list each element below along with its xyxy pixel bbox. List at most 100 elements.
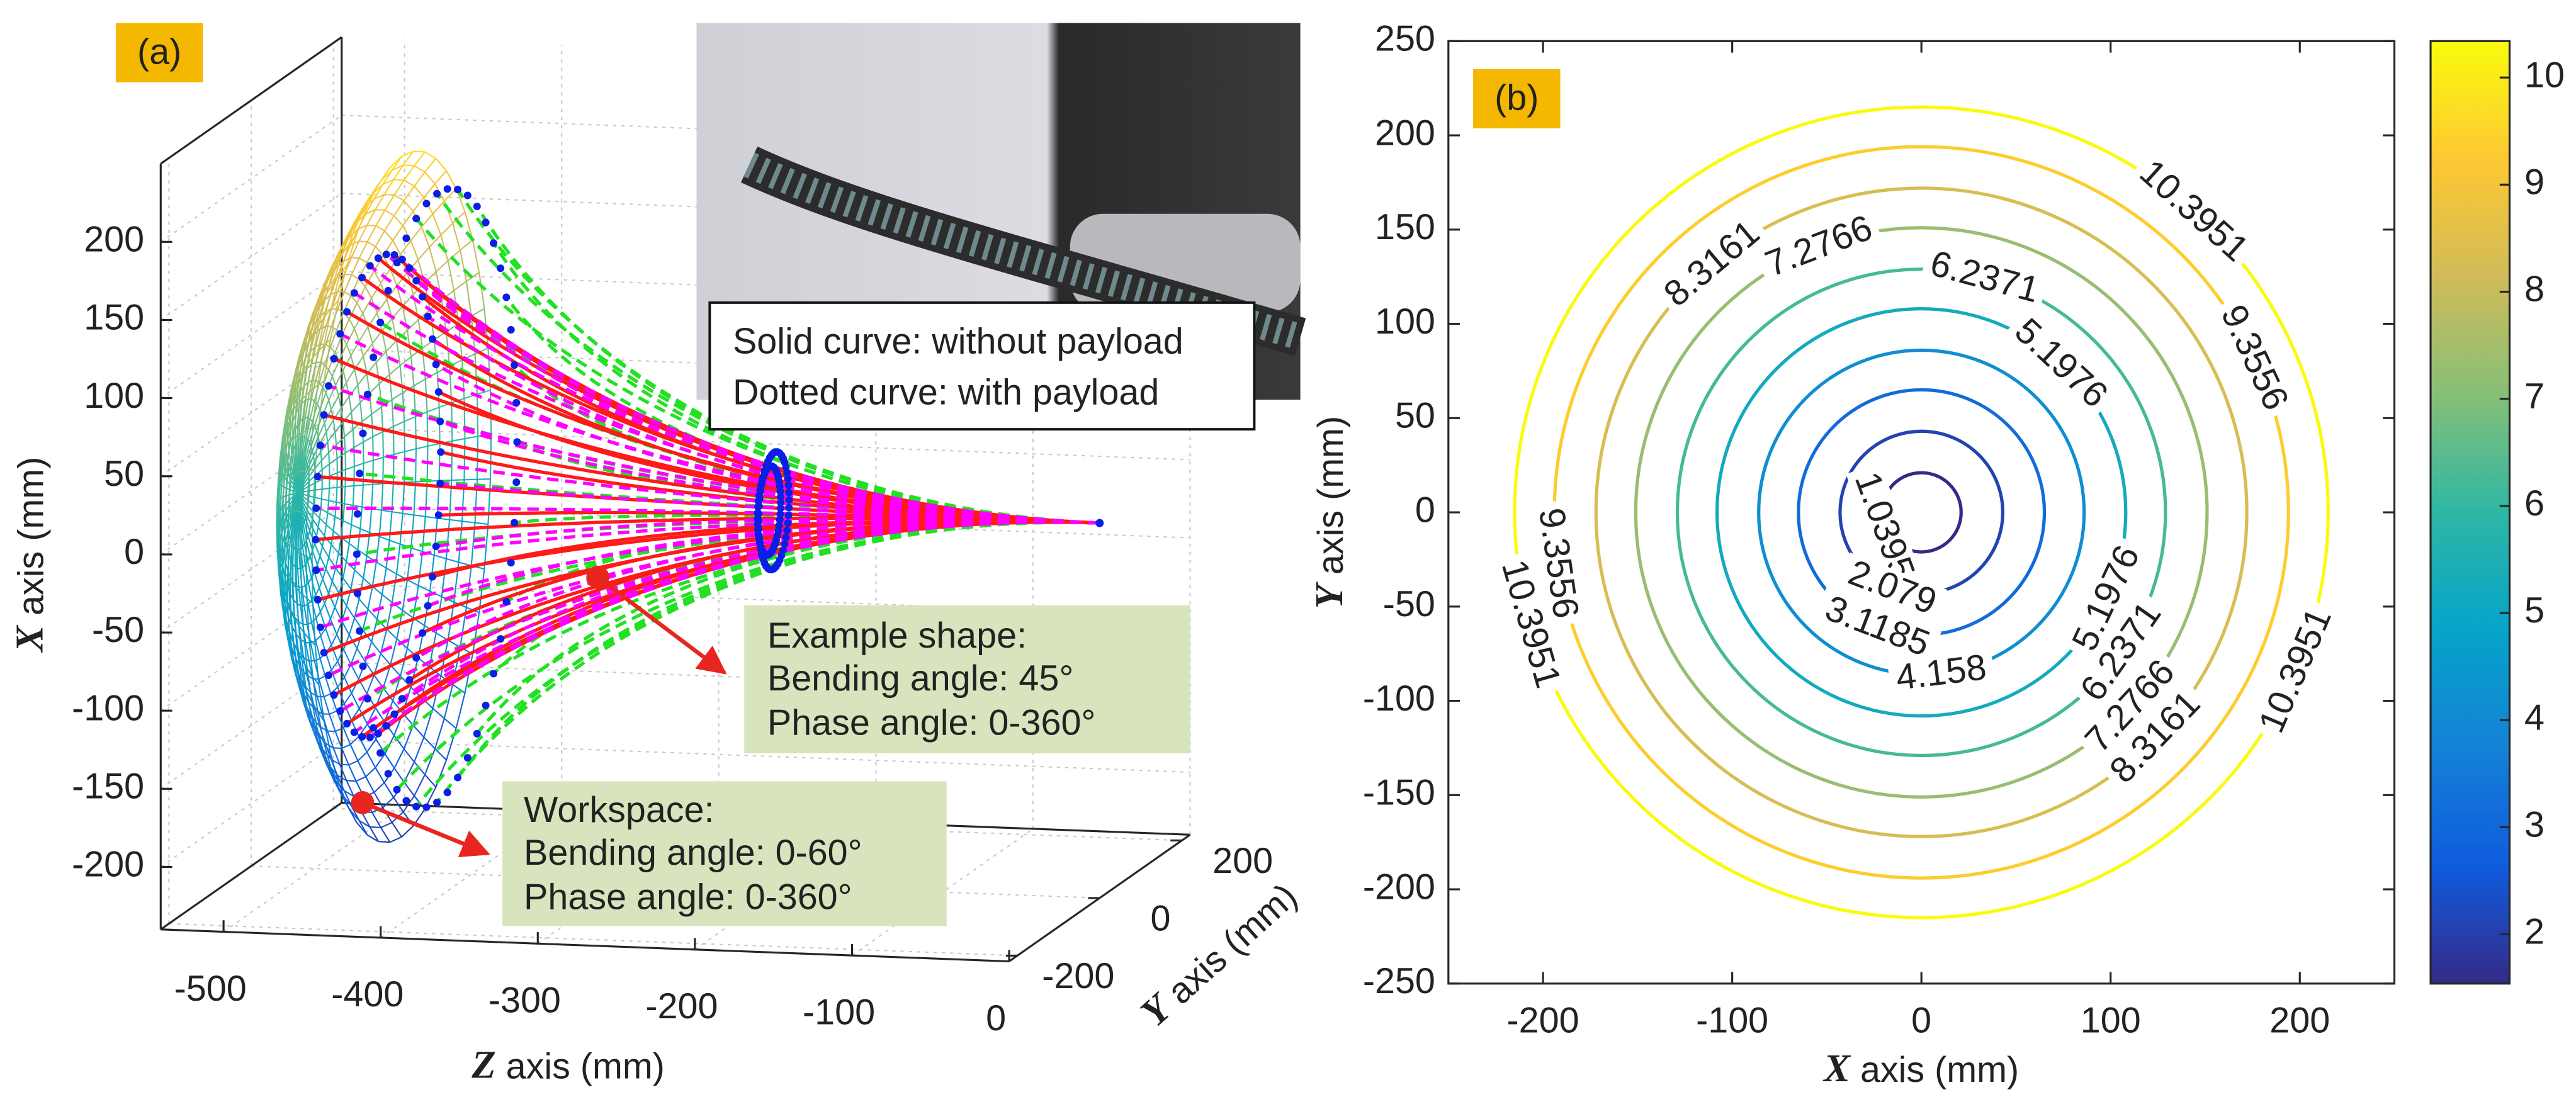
annotation-text: Example shape: bbox=[767, 616, 1027, 656]
surface-mesh bbox=[381, 318, 393, 332]
surface-mesh bbox=[346, 605, 355, 619]
surface-mesh bbox=[417, 657, 430, 668]
surface-mesh bbox=[363, 194, 373, 210]
surface-mesh bbox=[403, 748, 415, 763]
surface-mesh bbox=[381, 483, 384, 510]
surface-mesh bbox=[304, 398, 309, 418]
surface-mesh bbox=[371, 330, 383, 344]
surface-mesh bbox=[301, 511, 307, 514]
surface-mesh bbox=[290, 405, 292, 418]
curve-point bbox=[359, 429, 367, 437]
contour-label-gap bbox=[1531, 499, 1585, 627]
surface-mesh bbox=[440, 223, 453, 236]
surface-mesh bbox=[404, 782, 415, 797]
surface-mesh bbox=[337, 677, 345, 688]
surface-mesh bbox=[286, 488, 290, 491]
surface-mesh bbox=[304, 585, 309, 605]
curve-point bbox=[497, 264, 505, 273]
surface-mesh bbox=[346, 369, 356, 383]
surface-mesh bbox=[423, 736, 436, 750]
surface-mesh bbox=[388, 512, 393, 541]
surface-mesh bbox=[406, 617, 414, 649]
curve-point bbox=[784, 481, 793, 490]
surface-mesh bbox=[314, 661, 320, 680]
surface-mesh bbox=[303, 632, 308, 669]
curve-point bbox=[785, 496, 793, 504]
panel-label: (b) bbox=[1494, 78, 1539, 118]
grid-line bbox=[160, 271, 342, 399]
surface-mesh bbox=[325, 628, 332, 646]
surface-mesh bbox=[319, 578, 324, 588]
surface-mesh bbox=[285, 625, 288, 638]
surface-mesh bbox=[330, 300, 339, 309]
surface-mesh bbox=[293, 380, 297, 394]
surface-mesh bbox=[301, 436, 305, 456]
surface-mesh bbox=[336, 501, 345, 505]
surface-mesh bbox=[290, 505, 295, 518]
curve-point bbox=[358, 273, 366, 282]
curve-point bbox=[382, 250, 390, 259]
surface-mesh bbox=[384, 194, 395, 211]
surface-mesh bbox=[349, 543, 358, 551]
surface-mesh bbox=[301, 394, 307, 433]
surface-mesh bbox=[314, 408, 321, 426]
surface-mesh bbox=[306, 351, 312, 369]
surface-mesh bbox=[303, 485, 310, 490]
surface-mesh bbox=[281, 449, 284, 456]
surface-mesh bbox=[338, 344, 347, 361]
curve-point bbox=[324, 382, 332, 390]
surface-mesh bbox=[298, 530, 302, 549]
surface-mesh bbox=[280, 476, 283, 506]
surface-mesh bbox=[344, 291, 351, 296]
surface-mesh bbox=[296, 549, 298, 569]
surface-mesh bbox=[290, 480, 295, 487]
surface-mesh bbox=[302, 464, 308, 480]
surface-mesh bbox=[279, 462, 281, 466]
surface-mesh bbox=[281, 525, 285, 534]
curve-point bbox=[781, 540, 789, 548]
surface-mesh bbox=[461, 520, 475, 524]
surface-mesh bbox=[303, 326, 309, 340]
surface-mesh bbox=[346, 344, 352, 356]
surface-mesh bbox=[371, 180, 381, 195]
surface-mesh bbox=[293, 467, 297, 481]
z-tick-label: -400 bbox=[331, 974, 404, 1015]
z-tick-label: -500 bbox=[174, 969, 247, 1009]
surface-mesh bbox=[293, 464, 297, 479]
surface-mesh bbox=[354, 569, 364, 579]
colorbar-tick-label: 9 bbox=[2524, 162, 2545, 203]
surface-mesh bbox=[330, 291, 338, 295]
surface-mesh bbox=[325, 764, 334, 779]
surface-mesh bbox=[296, 458, 298, 476]
surface-mesh bbox=[308, 425, 315, 443]
surface-mesh bbox=[388, 374, 393, 400]
grid-line bbox=[223, 804, 405, 933]
surface-mesh bbox=[438, 407, 441, 444]
surface-mesh bbox=[310, 430, 317, 447]
surface-mesh bbox=[311, 719, 319, 732]
surface-mesh bbox=[285, 409, 288, 418]
curve-point bbox=[784, 519, 792, 527]
surface-mesh bbox=[279, 451, 283, 478]
surface-mesh bbox=[325, 308, 332, 327]
surface-mesh bbox=[280, 505, 283, 508]
surface-mesh bbox=[404, 179, 415, 187]
y-tick-label: 200 bbox=[1212, 841, 1273, 881]
curve-point bbox=[782, 534, 790, 542]
surface-mesh bbox=[314, 658, 321, 662]
curve-point bbox=[353, 550, 361, 558]
surface-mesh bbox=[357, 751, 368, 762]
contour-label-gap bbox=[2075, 649, 2186, 764]
surface-mesh bbox=[367, 609, 378, 620]
surface-mesh bbox=[396, 285, 404, 307]
surface-mesh bbox=[295, 549, 302, 554]
surface-mesh bbox=[410, 240, 419, 261]
surface-mesh bbox=[324, 756, 332, 770]
surface-mesh bbox=[321, 463, 330, 471]
surface-mesh bbox=[286, 604, 291, 612]
surface-mesh bbox=[367, 241, 376, 247]
surface-mesh bbox=[283, 614, 286, 626]
surface-mesh bbox=[403, 200, 414, 212]
surface-mesh bbox=[297, 510, 302, 513]
surface-mesh bbox=[308, 500, 315, 505]
